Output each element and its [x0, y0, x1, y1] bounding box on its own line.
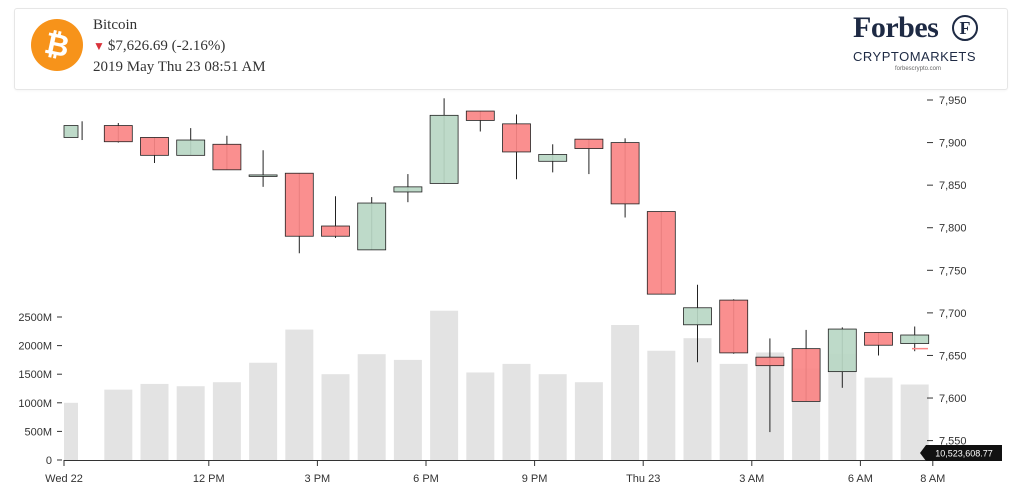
price-tick-label: 7,850: [939, 180, 967, 192]
volume-bar: [864, 377, 893, 460]
candle-body: [610, 142, 640, 205]
volume-bar: [285, 329, 314, 460]
volume-bar: [357, 354, 386, 460]
coin-name: Bitcoin: [93, 17, 138, 33]
x-tick-label: 9 PM: [522, 473, 548, 485]
volume-bar: [393, 359, 422, 460]
brand-wordmark: Forbes: [853, 11, 939, 44]
candle-body: [538, 154, 568, 162]
candle-body: [755, 356, 785, 367]
candle-body: [284, 172, 314, 237]
bitcoin-icon: ₿: [31, 19, 83, 71]
candle-body: [176, 139, 206, 156]
volume-tick-label: 1000M: [18, 398, 52, 410]
brand-url: forbescrypto.com: [895, 66, 942, 72]
volume-bar: [900, 384, 929, 460]
candle-body: [864, 332, 893, 346]
x-tick-label: Thu 23: [626, 473, 660, 485]
candle-body: [321, 225, 350, 237]
volume-bar: [140, 383, 169, 460]
volume-tick-label: 0: [46, 455, 52, 467]
last-value-label-box: [920, 445, 1002, 461]
volume-tick-label: 500M: [24, 426, 52, 438]
coin-header: ₿ Bitcoin ▼ $7,626.69 (-2.16%) 2019 May T…: [14, 8, 1008, 90]
volume-bar: [466, 372, 495, 460]
down-arrow-icon: ▼: [93, 39, 105, 53]
candle-body: [719, 299, 749, 354]
x-tick-label: 3 AM: [739, 473, 764, 485]
forbes-cryptomarkets-logo[interactable]: Forbes F CRYPTOMARKETS forbescrypto.com: [853, 9, 993, 87]
volume-bar: [502, 363, 531, 460]
last-value-label-text: 10,523,608.77: [935, 449, 993, 459]
candle-body: [827, 328, 857, 373]
candle-body: [357, 202, 387, 251]
candle-body: [465, 110, 495, 121]
volume-bar: [430, 310, 459, 460]
x-tick-label: 8 AM: [920, 473, 945, 485]
volume-bar: [611, 325, 640, 460]
price-tick-label: 7,800: [939, 223, 967, 235]
candle-body: [574, 138, 604, 149]
price-tick-label: 7,950: [939, 95, 967, 107]
price-tick-label: 7,650: [939, 350, 967, 362]
candle-body: [791, 348, 821, 402]
candle-body: [393, 186, 423, 193]
x-tick-label: 6 AM: [848, 473, 873, 485]
volume-bar: [321, 374, 350, 460]
candle-body: [502, 123, 531, 153]
price-tick-label: 7,750: [939, 265, 967, 277]
volume-tick-label: 1500M: [18, 369, 52, 381]
candle-body: [103, 125, 133, 143]
candle-body: [429, 114, 459, 184]
x-tick-label: 12 PM: [193, 473, 225, 485]
volume-bar: [574, 382, 603, 460]
price-tick-label: 7,700: [939, 308, 967, 320]
volume-bar: [104, 389, 133, 460]
coin-circle: [31, 19, 83, 71]
current-price: $7,626.69: [107, 38, 168, 54]
timestamp: 2019 May Thu 23 08:51 AM: [93, 59, 266, 75]
candle-body: [683, 307, 712, 326]
volume-bar: [538, 374, 567, 460]
chart-axes: 7,550 7,600 7,650 7,700 7,750 7,800 7,850 7,900…: [18, 95, 966, 485]
candle-body: [140, 137, 169, 156]
volume-bar: [212, 382, 241, 460]
candle-body: [63, 125, 79, 138]
price-change: (-2.16%): [171, 38, 226, 54]
x-tick-label: 6 PM: [413, 473, 439, 485]
volume-bar: [176, 386, 205, 460]
price-tick-label: 7,900: [939, 138, 967, 150]
candles: [63, 98, 930, 433]
volume-bar: [647, 350, 676, 460]
volume-tick-label: 2000M: [18, 341, 52, 353]
candle-body: [646, 211, 676, 295]
brand-badge-icon: F: [952, 15, 978, 41]
volume-tick-label: 2500M: [18, 312, 52, 324]
volume-bar: [719, 363, 748, 460]
candle-body: [248, 174, 278, 177]
last-value-label: 10,523,608.77: [920, 445, 1002, 461]
x-tick-label: Wed 22: [45, 473, 83, 485]
price-line: ▼ $7,626.69 (-2.16%): [93, 38, 225, 55]
x-tick-label: 3 PM: [305, 473, 331, 485]
brand-subtitle: CRYPTOMARKETS: [853, 49, 977, 64]
candle-body: [900, 334, 930, 344]
volume-bar: [249, 362, 278, 460]
volume-bar: [64, 402, 78, 460]
price-tick-label: 7,600: [939, 393, 967, 405]
price-tick-label: 7,550: [939, 436, 967, 448]
candle-body: [212, 143, 242, 171]
